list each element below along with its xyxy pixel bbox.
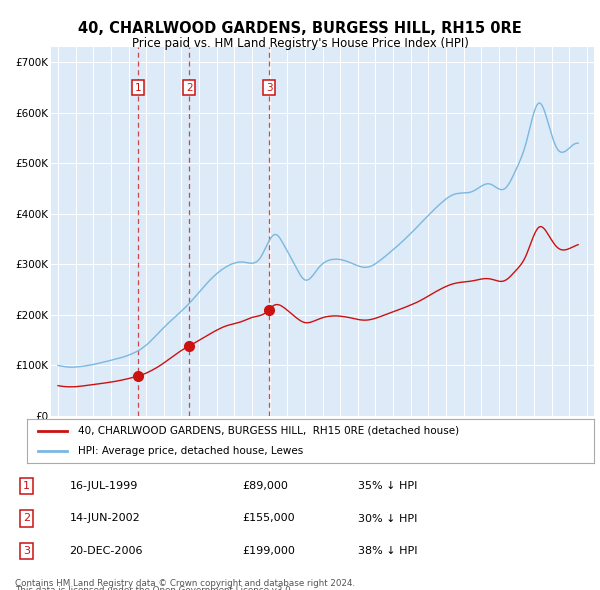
Text: This data is licensed under the Open Government Licence v3.0.: This data is licensed under the Open Gov…: [15, 586, 293, 590]
Text: £155,000: £155,000: [242, 513, 295, 523]
Text: HPI: Average price, detached house, Lewes: HPI: Average price, detached house, Lewe…: [78, 446, 303, 456]
Text: 2: 2: [186, 83, 193, 93]
Text: 3: 3: [266, 83, 272, 93]
Text: 1: 1: [135, 83, 142, 93]
Text: 16-JUL-1999: 16-JUL-1999: [70, 481, 138, 491]
Text: Price paid vs. HM Land Registry's House Price Index (HPI): Price paid vs. HM Land Registry's House …: [131, 37, 469, 50]
Text: 38% ↓ HPI: 38% ↓ HPI: [358, 546, 417, 556]
Text: 40, CHARLWOOD GARDENS, BURGESS HILL, RH15 0RE: 40, CHARLWOOD GARDENS, BURGESS HILL, RH1…: [78, 21, 522, 35]
Text: 35% ↓ HPI: 35% ↓ HPI: [358, 481, 417, 491]
Text: 3: 3: [23, 546, 30, 556]
Text: Contains HM Land Registry data © Crown copyright and database right 2024.: Contains HM Land Registry data © Crown c…: [15, 579, 355, 588]
Text: £89,000: £89,000: [242, 481, 288, 491]
Text: £199,000: £199,000: [242, 546, 295, 556]
Text: 30% ↓ HPI: 30% ↓ HPI: [358, 513, 417, 523]
Text: 14-JUN-2002: 14-JUN-2002: [70, 513, 140, 523]
Text: 1: 1: [23, 481, 30, 491]
Text: 2: 2: [23, 513, 30, 523]
Text: 20-DEC-2006: 20-DEC-2006: [70, 546, 143, 556]
Text: 40, CHARLWOOD GARDENS, BURGESS HILL,  RH15 0RE (detached house): 40, CHARLWOOD GARDENS, BURGESS HILL, RH1…: [78, 426, 459, 436]
